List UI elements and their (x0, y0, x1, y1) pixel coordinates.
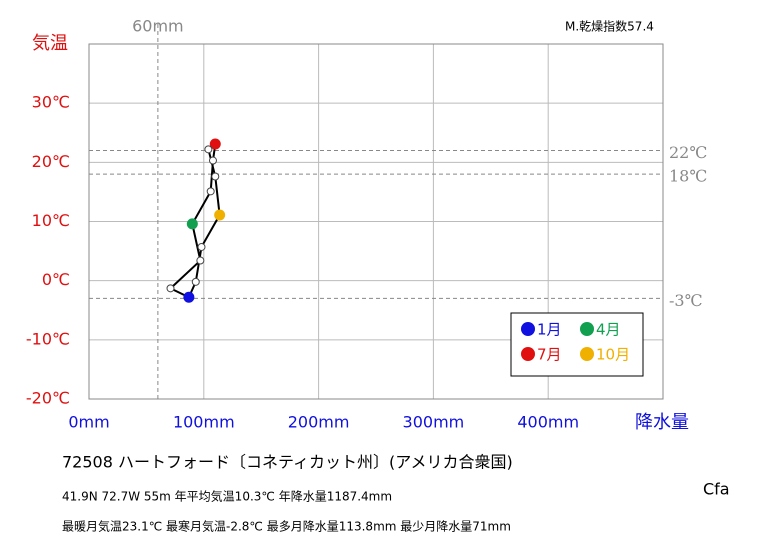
month-point (208, 156, 217, 165)
legend-label: 7月 (537, 346, 562, 364)
month-point (166, 284, 175, 293)
legend-marker (580, 322, 594, 336)
legend-marker (521, 322, 535, 336)
y-tick-label: 20℃ (32, 152, 70, 171)
x-tick-label: 100mm (173, 413, 235, 432)
legend-marker (521, 347, 535, 361)
legend-marker (580, 347, 594, 361)
y-tick-label: -20℃ (26, 389, 70, 408)
reference-label: 22℃ (669, 143, 707, 162)
y-tick-label: -10℃ (26, 329, 70, 348)
month-point (191, 277, 200, 286)
y-tick-label: 30℃ (32, 93, 70, 112)
month-point (183, 291, 195, 303)
legend-label: 4月 (596, 321, 621, 339)
month-point (204, 145, 213, 154)
chart-title: 72508 ハートフォード〔コネティカット州〕(アメリカ合衆国) (62, 453, 513, 472)
month-point (197, 242, 206, 251)
x-tick-label: 200mm (288, 413, 350, 432)
y-tick-label: 10℃ (32, 211, 70, 230)
legend-box (510, 312, 644, 377)
reference-label: 18℃ (669, 167, 707, 186)
y-tick-label: 0℃ (42, 270, 70, 289)
reference-label: 60mm (132, 17, 184, 36)
climate-line (168, 141, 221, 299)
reference-label: -3℃ (669, 291, 702, 310)
month-point (186, 218, 198, 230)
legend-label: 10月 (596, 346, 630, 364)
plot-border (88, 43, 664, 400)
x-tick-label: 0mm (68, 413, 109, 432)
month-point (209, 138, 221, 150)
month-point (211, 172, 220, 181)
month-point (196, 256, 205, 265)
dryness-index: M.乾燥指数57.4 (565, 19, 654, 34)
climate-class: Cfa (703, 480, 730, 499)
x-tick-label: 300mm (403, 413, 465, 432)
x-axis-label: 降水量 (635, 412, 689, 433)
legend-label: 1月 (537, 321, 562, 339)
month-point (214, 209, 226, 221)
month-point (206, 187, 215, 196)
y-axis-label: 気温 (32, 33, 68, 54)
x-tick-label: 400mm (517, 413, 579, 432)
caption: 最暖月気温23.1℃ 最寒月気温-2.8℃ 最多月降水量113.8mm 最少月降… (62, 519, 511, 534)
subtitle: 41.9N 72.7W 55m 年平均気温10.3℃ 年降水量1187.4mm (62, 489, 392, 504)
